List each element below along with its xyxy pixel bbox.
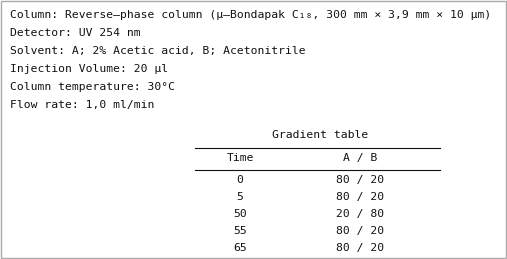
Text: Solvent: A; 2% Acetic acid, B; Acetonitrile: Solvent: A; 2% Acetic acid, B; Acetonitr… [10, 46, 306, 56]
Text: A / B: A / B [343, 153, 377, 163]
Text: 80 / 20: 80 / 20 [336, 175, 384, 185]
Text: 80 / 20: 80 / 20 [336, 192, 384, 202]
Text: Column temperature: 30°C: Column temperature: 30°C [10, 82, 175, 92]
Text: Gradient table: Gradient table [272, 130, 368, 140]
Text: Flow rate: 1,0 ml/min: Flow rate: 1,0 ml/min [10, 100, 154, 110]
Text: 50: 50 [233, 209, 247, 219]
Text: Time: Time [226, 153, 254, 163]
Text: 20 / 80: 20 / 80 [336, 209, 384, 219]
Text: 80 / 20: 80 / 20 [336, 243, 384, 253]
Text: 65: 65 [233, 243, 247, 253]
Text: 5: 5 [237, 192, 243, 202]
Text: Column: Reverse–phase column (μ–Bondapak C₁₈, 300 mm × 3,9 mm × 10 μm): Column: Reverse–phase column (μ–Bondapak… [10, 10, 491, 20]
Text: Injection Volume: 20 μl: Injection Volume: 20 μl [10, 64, 168, 74]
Text: 55: 55 [233, 226, 247, 236]
Text: 0: 0 [237, 175, 243, 185]
Text: Detector: UV 254 nm: Detector: UV 254 nm [10, 28, 140, 38]
Text: 80 / 20: 80 / 20 [336, 226, 384, 236]
